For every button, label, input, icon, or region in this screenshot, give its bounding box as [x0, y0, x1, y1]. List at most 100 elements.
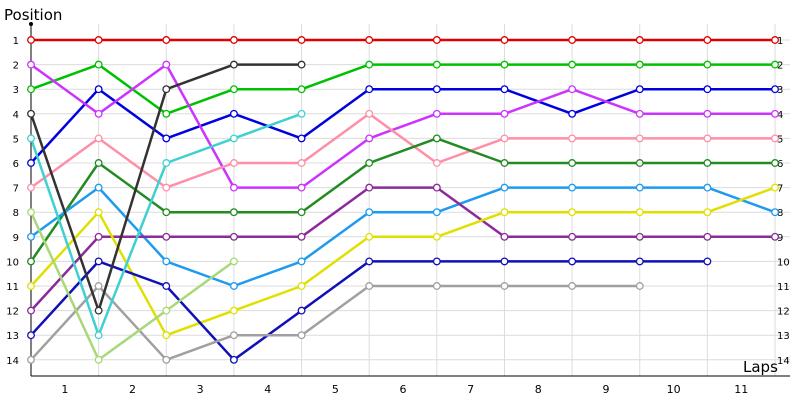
data-point — [162, 85, 171, 94]
data-point — [635, 134, 644, 143]
data-point — [500, 282, 509, 290]
x-tick-label: 6 — [400, 383, 407, 396]
data-point — [703, 232, 712, 241]
data-point — [162, 134, 171, 143]
x-tick-label: 5 — [332, 383, 339, 396]
data-point — [229, 134, 238, 143]
y-tick-label-left: 7 — [13, 184, 19, 195]
y-tick-label-left: 4 — [13, 110, 19, 121]
y-tick-label-right: 5 — [777, 134, 783, 145]
data-point — [162, 331, 171, 340]
y-tick-label-right: 14 — [777, 356, 790, 367]
data-point — [27, 355, 35, 364]
data-point — [365, 60, 374, 69]
data-point — [162, 232, 171, 241]
series-line — [29, 211, 235, 362]
data-point — [703, 159, 712, 167]
data-point — [635, 183, 644, 192]
data-point — [94, 331, 103, 340]
data-point — [771, 232, 779, 241]
data-point — [229, 257, 238, 266]
series-line — [30, 112, 775, 189]
y-tick-label-right: 2 — [777, 61, 783, 72]
y-tick-label-right: 4 — [777, 110, 783, 121]
axes — [29, 22, 790, 377]
data-point — [500, 232, 509, 241]
data-point — [27, 306, 35, 315]
data-point — [432, 257, 441, 266]
data-point — [771, 60, 779, 69]
data-point — [94, 208, 103, 217]
data-point — [771, 159, 779, 167]
data-point — [703, 109, 712, 118]
data-point — [635, 109, 644, 118]
data-point — [432, 282, 441, 290]
data-point — [568, 183, 577, 192]
data-point — [94, 159, 103, 167]
data-point — [771, 183, 779, 192]
data-point — [229, 232, 238, 241]
data-point — [432, 85, 441, 94]
data-point — [229, 36, 238, 44]
x-tick-label: 2 — [129, 383, 136, 396]
x-tick-label: 1 — [61, 383, 68, 396]
series-5 — [27, 109, 779, 192]
y-tick-label-left: 2 — [13, 61, 19, 72]
data-point — [703, 85, 712, 94]
series-11 — [27, 282, 644, 364]
data-point — [500, 208, 509, 217]
series-1 — [27, 36, 779, 44]
series-line — [30, 186, 775, 312]
data-point — [297, 282, 306, 290]
data-point — [432, 232, 441, 241]
data-point — [162, 208, 171, 217]
data-point — [94, 306, 103, 315]
data-point — [162, 36, 171, 44]
data-point — [703, 183, 712, 192]
data-point — [568, 208, 577, 217]
data-point — [229, 306, 238, 315]
data-point — [432, 183, 441, 192]
data-point — [297, 208, 306, 217]
y-tick-label-right: 6 — [777, 159, 783, 170]
data-point — [229, 60, 238, 69]
y-tick-label-left: 13 — [6, 331, 19, 342]
x-tick-label: 9 — [602, 383, 609, 396]
y-tick-label-right: 11 — [777, 282, 790, 293]
series-10 — [27, 257, 712, 364]
data-point — [297, 232, 306, 241]
data-point — [432, 208, 441, 217]
data-point — [27, 36, 35, 44]
y-tick-label-left: 8 — [13, 208, 19, 219]
series-line — [30, 186, 776, 288]
series-6 — [27, 134, 779, 266]
data-point — [432, 134, 441, 143]
data-point — [568, 282, 577, 290]
series-line — [30, 284, 640, 362]
y-tick-label-left: 5 — [13, 134, 19, 145]
data-point — [94, 85, 103, 94]
data-point — [635, 36, 644, 44]
data-point — [432, 36, 441, 44]
x-tick-label: 4 — [264, 383, 271, 396]
data-point — [568, 36, 577, 44]
data-point — [500, 60, 509, 69]
y-tick-label-left: 1 — [13, 36, 19, 47]
grid — [31, 24, 790, 376]
y-tick-label-left: 14 — [6, 356, 19, 367]
x-tick-label: 8 — [535, 383, 542, 396]
data-point — [703, 60, 712, 69]
data-point — [297, 159, 306, 167]
data-point — [27, 85, 35, 94]
data-point — [229, 355, 238, 364]
data-point — [27, 282, 35, 290]
data-point — [297, 36, 306, 44]
data-point — [297, 60, 306, 69]
data-point — [297, 331, 306, 340]
data-point — [703, 36, 712, 44]
data-point — [365, 85, 374, 94]
data-point — [229, 331, 238, 340]
data-point — [365, 232, 374, 241]
